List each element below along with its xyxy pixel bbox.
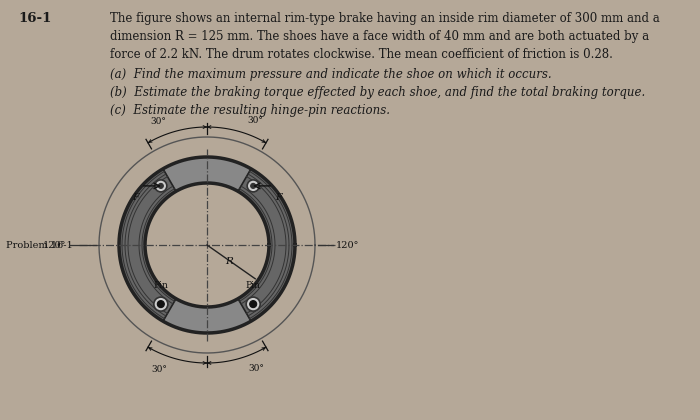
Text: (c)  Estimate the resulting hinge-pin reactions.: (c) Estimate the resulting hinge-pin rea… <box>110 104 390 117</box>
Text: Pin: Pin <box>246 281 260 290</box>
Text: 16-1: 16-1 <box>18 12 51 25</box>
Circle shape <box>246 297 260 311</box>
Text: R: R <box>225 257 233 266</box>
Polygon shape <box>119 157 295 333</box>
Text: 30°: 30° <box>150 117 166 126</box>
Text: 30°: 30° <box>151 365 167 374</box>
Text: 30°: 30° <box>247 116 263 126</box>
Text: F: F <box>275 193 282 202</box>
Circle shape <box>251 184 256 189</box>
Text: (b)  Estimate the braking torque effected by each shoe, and find the total braki: (b) Estimate the braking torque effected… <box>110 86 645 99</box>
Polygon shape <box>238 169 295 321</box>
Text: The figure shows an internal rim-type brake having an inside rim diameter of 300: The figure shows an internal rim-type br… <box>110 12 659 25</box>
Text: (a)  Find the maximum pressure and indicate the shoe on which it occurs.: (a) Find the maximum pressure and indica… <box>110 68 552 81</box>
Circle shape <box>155 180 167 192</box>
Circle shape <box>250 301 257 307</box>
Text: F: F <box>132 193 139 202</box>
Text: Problem 16-1: Problem 16-1 <box>6 241 73 249</box>
Text: 30°: 30° <box>248 364 264 373</box>
Text: 120°: 120° <box>43 241 66 249</box>
Circle shape <box>158 184 163 189</box>
Text: Pin: Pin <box>153 281 168 290</box>
Circle shape <box>154 297 168 311</box>
Circle shape <box>158 301 164 307</box>
Text: 120°: 120° <box>336 241 359 249</box>
Text: force of 2.2 kN. The drum rotates clockwise. The mean coefficient of friction is: force of 2.2 kN. The drum rotates clockw… <box>110 48 613 61</box>
Circle shape <box>247 180 259 192</box>
Text: dimension R = 125 mm. The shoes have a face width of 40 mm and are both actuated: dimension R = 125 mm. The shoes have a f… <box>110 30 649 43</box>
Polygon shape <box>119 169 176 321</box>
